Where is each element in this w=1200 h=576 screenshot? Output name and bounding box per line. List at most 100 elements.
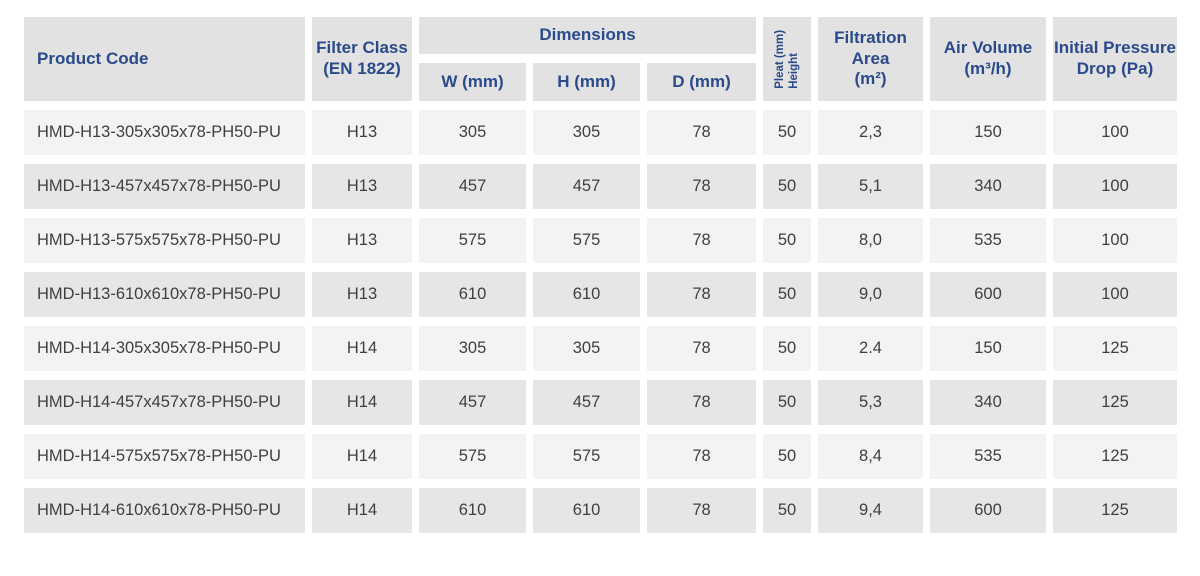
cell-depth-mm: 78 bbox=[647, 272, 756, 317]
cell-depth-mm: 78 bbox=[647, 326, 756, 371]
cell-pleat-height-mm: 50 bbox=[763, 380, 811, 425]
cell-height-mm: 575 bbox=[533, 434, 640, 479]
cell-width-mm: 305 bbox=[419, 326, 526, 371]
col-group-header-dimensions-label: Dimensions bbox=[539, 25, 636, 45]
col-header-height: H (mm) bbox=[533, 63, 640, 101]
col-header-air-volume-line2: (m³/h) bbox=[964, 59, 1012, 78]
cell-width-mm: 575 bbox=[419, 434, 526, 479]
cell-depth-mm: 78 bbox=[647, 488, 756, 533]
cell-initial-pressure-drop-pa: 100 bbox=[1053, 272, 1177, 317]
cell-pleat-height-mm: 50 bbox=[763, 272, 811, 317]
cell-filtration-area-m2: 2.4 bbox=[818, 326, 923, 371]
cell-initial-pressure-drop-pa: 100 bbox=[1053, 218, 1177, 263]
cell-product-code: HMD-H13-305x305x78-PH50-PU bbox=[24, 110, 305, 155]
col-header-filter-class-line1: Filter Class bbox=[316, 38, 408, 58]
cell-product-code: HMD-H14-305x305x78-PH50-PU bbox=[24, 326, 305, 371]
col-header-filtration-area-line2: Area bbox=[851, 48, 890, 68]
cell-pleat-height-mm: 50 bbox=[763, 164, 811, 209]
cell-width-mm: 575 bbox=[419, 218, 526, 263]
spec-table: Product Code Filter Class (EN 1822) Dime… bbox=[24, 17, 1177, 533]
col-header-air-volume-line1: Air Volume bbox=[943, 38, 1033, 58]
cell-width-mm: 610 bbox=[419, 272, 526, 317]
col-header-width: W (mm) bbox=[419, 63, 526, 101]
cell-height-mm: 305 bbox=[533, 326, 640, 371]
cell-filtration-area-m2: 5,3 bbox=[818, 380, 923, 425]
cell-depth-mm: 78 bbox=[647, 380, 756, 425]
col-header-pleat-height-line2: Height bbox=[788, 52, 801, 89]
cell-air-volume-m3h: 600 bbox=[930, 488, 1046, 533]
cell-width-mm: 457 bbox=[419, 380, 526, 425]
col-group-header-dimensions: Dimensions bbox=[419, 17, 756, 54]
cell-product-code: HMD-H14-575x575x78-PH50-PU bbox=[24, 434, 305, 479]
cell-air-volume-m3h: 535 bbox=[930, 434, 1046, 479]
cell-air-volume-m3h: 600 bbox=[930, 272, 1046, 317]
cell-initial-pressure-drop-pa: 125 bbox=[1053, 434, 1177, 479]
cell-pleat-height-mm: 50 bbox=[763, 434, 811, 479]
col-header-filtration-area-line1: Filtration bbox=[834, 27, 907, 47]
cell-product-code: HMD-H13-575x575x78-PH50-PU bbox=[24, 218, 305, 263]
col-header-initial-pressure-drop-line1: Initial Pressure bbox=[1054, 38, 1176, 58]
col-header-filter-class-line2: (EN 1822) bbox=[323, 59, 401, 78]
cell-width-mm: 610 bbox=[419, 488, 526, 533]
cell-filtration-area-m2: 5,1 bbox=[818, 164, 923, 209]
col-header-depth: D (mm) bbox=[647, 63, 756, 101]
cell-filtration-area-m2: 9,4 bbox=[818, 488, 923, 533]
cell-filter-class: H13 bbox=[312, 218, 412, 263]
col-header-pleat-height-line1: Pleat (mm) bbox=[773, 29, 786, 89]
cell-air-volume-m3h: 150 bbox=[930, 326, 1046, 371]
cell-height-mm: 610 bbox=[533, 488, 640, 533]
cell-filter-class: H14 bbox=[312, 326, 412, 371]
cell-filter-class: H13 bbox=[312, 164, 412, 209]
cell-air-volume-m3h: 340 bbox=[930, 164, 1046, 209]
cell-initial-pressure-drop-pa: 125 bbox=[1053, 380, 1177, 425]
cell-product-code: HMD-H13-610x610x78-PH50-PU bbox=[24, 272, 305, 317]
cell-initial-pressure-drop-pa: 125 bbox=[1053, 488, 1177, 533]
col-header-pleat-height-rotated-text: Pleat (mm) Height bbox=[773, 30, 802, 89]
cell-air-volume-m3h: 150 bbox=[930, 110, 1046, 155]
cell-pleat-height-mm: 50 bbox=[763, 326, 811, 371]
cell-air-volume-m3h: 340 bbox=[930, 380, 1046, 425]
col-header-filtration-area-line3: (m²) bbox=[854, 69, 887, 89]
cell-depth-mm: 78 bbox=[647, 164, 756, 209]
col-header-width-label: W (mm) bbox=[441, 71, 504, 91]
cell-initial-pressure-drop-pa: 100 bbox=[1053, 164, 1177, 209]
cell-filtration-area-m2: 8,0 bbox=[818, 218, 923, 263]
cell-height-mm: 305 bbox=[533, 110, 640, 155]
col-header-height-label: H (mm) bbox=[557, 71, 616, 91]
cell-filter-class: H13 bbox=[312, 272, 412, 317]
cell-filtration-area-m2: 8,4 bbox=[818, 434, 923, 479]
cell-product-code: HMD-H14-457x457x78-PH50-PU bbox=[24, 380, 305, 425]
cell-pleat-height-mm: 50 bbox=[763, 218, 811, 263]
cell-filter-class: H14 bbox=[312, 488, 412, 533]
col-header-product-code: Product Code bbox=[24, 17, 305, 101]
cell-initial-pressure-drop-pa: 125 bbox=[1053, 326, 1177, 371]
col-header-product-code-label: Product Code bbox=[37, 48, 149, 68]
cell-width-mm: 305 bbox=[419, 110, 526, 155]
cell-filter-class: H14 bbox=[312, 380, 412, 425]
cell-initial-pressure-drop-pa: 100 bbox=[1053, 110, 1177, 155]
col-header-pleat-height: Pleat (mm) Height bbox=[763, 17, 811, 101]
cell-product-code: HMD-H13-457x457x78-PH50-PU bbox=[24, 164, 305, 209]
col-header-filtration-area: Filtration Area (m²) bbox=[818, 17, 923, 101]
cell-depth-mm: 78 bbox=[647, 110, 756, 155]
col-header-initial-pressure-drop: Initial Pressure Drop (Pa) bbox=[1053, 17, 1177, 101]
col-header-depth-label: D (mm) bbox=[672, 71, 731, 91]
col-header-filter-class: Filter Class (EN 1822) bbox=[312, 17, 412, 101]
cell-height-mm: 457 bbox=[533, 164, 640, 209]
cell-air-volume-m3h: 535 bbox=[930, 218, 1046, 263]
col-header-initial-pressure-drop-line2: Drop (Pa) bbox=[1076, 59, 1154, 78]
cell-depth-mm: 78 bbox=[647, 434, 756, 479]
cell-pleat-height-mm: 50 bbox=[763, 110, 811, 155]
cell-filter-class: H13 bbox=[312, 110, 412, 155]
cell-width-mm: 457 bbox=[419, 164, 526, 209]
cell-pleat-height-mm: 50 bbox=[763, 488, 811, 533]
cell-filter-class: H14 bbox=[312, 434, 412, 479]
cell-filtration-area-m2: 9,0 bbox=[818, 272, 923, 317]
cell-depth-mm: 78 bbox=[647, 218, 756, 263]
cell-height-mm: 457 bbox=[533, 380, 640, 425]
cell-height-mm: 610 bbox=[533, 272, 640, 317]
cell-product-code: HMD-H14-610x610x78-PH50-PU bbox=[24, 488, 305, 533]
cell-height-mm: 575 bbox=[533, 218, 640, 263]
col-header-air-volume: Air Volume (m³/h) bbox=[930, 17, 1046, 101]
cell-filtration-area-m2: 2,3 bbox=[818, 110, 923, 155]
